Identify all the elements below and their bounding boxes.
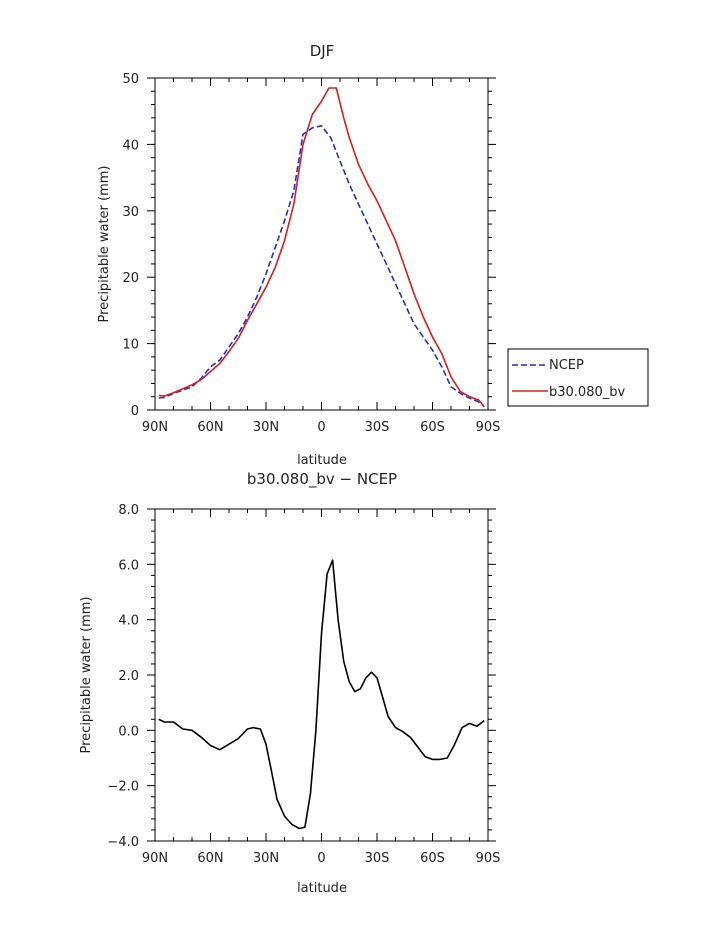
top-y-tick-label: 20: [122, 271, 139, 286]
top-x-tick-label: 0: [317, 420, 325, 435]
top-series-line-b30-080-bv: [158, 87, 485, 408]
top-panel: DJF 90N 60N 30N 0 30S 60S 90S 0 10 20 30 40 50 lati…: [97, 42, 500, 468]
bottom-x-tick-label: 30N: [253, 851, 279, 866]
top-axis-ticks: [147, 77, 496, 411]
top-y-axis-label: Precipitable water (mm): [97, 166, 112, 323]
bottom-x-tick-label: 0: [317, 851, 325, 866]
top-series-lines: [158, 87, 485, 408]
top-x-axis-label: latitude: [297, 453, 347, 468]
bottom-x-tick-label: 90N: [142, 851, 168, 866]
bottom-panel: b30.080_bv − NCEP 90N 60N 30N 0 30S 60S 90S −4…: [79, 470, 500, 896]
bottom-y-tick-label: 2.0: [118, 669, 139, 684]
bottom-y-tick-label: −4.0: [107, 835, 139, 850]
bottom-x-axis-label: latitude: [297, 881, 347, 896]
top-y-tick-label: 0: [131, 404, 139, 419]
bottom-axis-ticks: [147, 508, 496, 842]
top-plot-frame: [154, 77, 489, 411]
top-x-tick-label: 30N: [253, 420, 279, 435]
top-x-tick-label: 30S: [365, 420, 390, 435]
bottom-series-lines: [158, 559, 485, 830]
bottom-x-tick-label: 90S: [476, 851, 501, 866]
top-x-tick-labels: 90N 60N 30N 0 30S 60S 90S: [142, 420, 501, 435]
bottom-series-line-difference: [158, 559, 485, 830]
top-y-tick-label: 40: [122, 138, 139, 153]
top-x-tick-label: 90N: [142, 420, 168, 435]
bottom-chart-title: b30.080_bv − NCEP: [247, 470, 397, 489]
bottom-y-tick-label: 0.0: [118, 724, 139, 739]
legend-model-label: b30.080_bv: [549, 385, 625, 400]
bottom-y-tick-label: 6.0: [118, 558, 139, 573]
top-y-tick-label: 50: [122, 72, 139, 87]
top-x-tick-label: 90S: [476, 420, 501, 435]
top-series-line-ncep: [158, 125, 485, 408]
bottom-x-tick-label: 60S: [420, 851, 445, 866]
bottom-x-tick-label: 60N: [197, 851, 223, 866]
legend-ncep-label: NCEP: [549, 358, 584, 373]
top-x-tick-label: 60N: [197, 420, 223, 435]
bottom-y-axis-label: Precipitable water (mm): [79, 597, 94, 754]
bottom-plot-frame: [154, 508, 489, 842]
bottom-x-tick-labels: 90N 60N 30N 0 30S 60S 90S: [142, 851, 501, 866]
top-y-tick-label: 30: [122, 205, 139, 220]
bottom-y-tick-label: 4.0: [118, 614, 139, 629]
top-y-tick-labels: 0 10 20 30 40 50: [122, 72, 139, 419]
top-chart-title: DJF: [310, 42, 335, 60]
bottom-x-tick-label: 30S: [365, 851, 390, 866]
legend: NCEP b30.080_bv: [507, 348, 649, 407]
top-y-tick-label: 10: [122, 338, 139, 353]
legend-box: [507, 348, 649, 407]
bottom-y-tick-label: 8.0: [118, 503, 139, 518]
bottom-y-tick-label: −2.0: [107, 780, 139, 795]
bottom-y-tick-labels: −4.0 −2.0 0.0 2.0 4.0 6.0 8.0: [107, 503, 139, 850]
top-x-tick-label: 60S: [420, 420, 445, 435]
